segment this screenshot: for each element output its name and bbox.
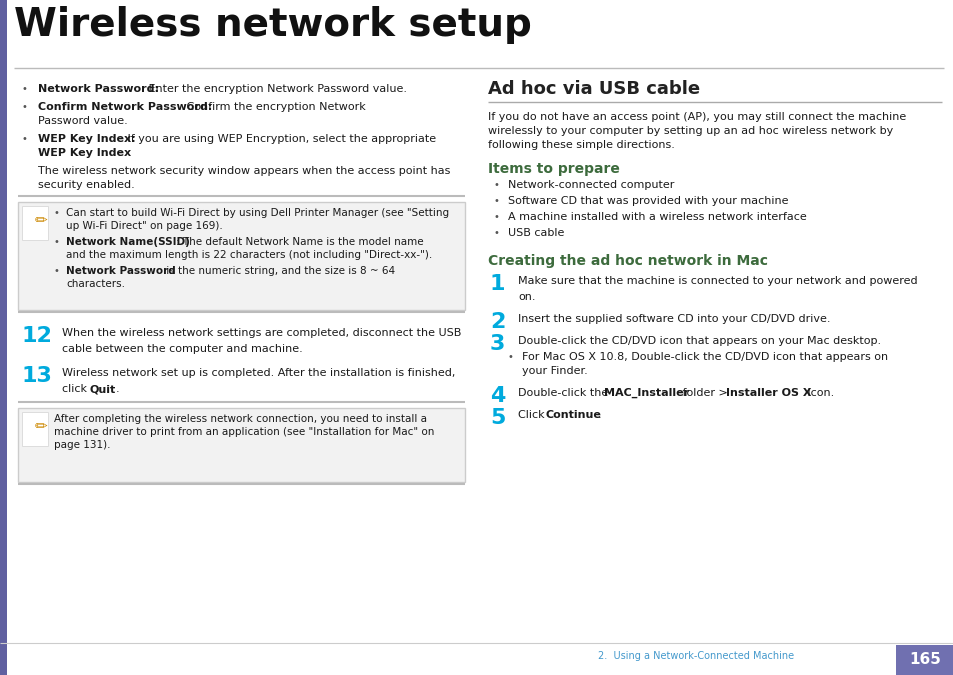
Text: •: • <box>54 266 60 276</box>
Text: 3: 3 <box>490 334 505 354</box>
Text: 4: 4 <box>490 386 505 406</box>
Text: ✏: ✏ <box>35 213 48 228</box>
Text: Network Password: Network Password <box>66 266 175 276</box>
Text: Confirm the encryption Network: Confirm the encryption Network <box>183 102 365 112</box>
Text: Wireless network setup: Wireless network setup <box>14 6 532 44</box>
Text: Quit: Quit <box>90 384 116 394</box>
Text: Software CD that was provided with your machine: Software CD that was provided with your … <box>507 196 788 206</box>
Text: 12: 12 <box>22 326 52 346</box>
Text: 13: 13 <box>22 366 52 386</box>
Text: security enabled.: security enabled. <box>38 180 134 190</box>
Text: Insert the supplied software CD into your CD/DVD drive.: Insert the supplied software CD into you… <box>517 314 830 324</box>
Text: wirelessly to your computer by setting up an ad hoc wireless network by: wirelessly to your computer by setting u… <box>488 126 892 136</box>
Bar <box>18 408 464 482</box>
Bar <box>22 412 48 446</box>
Text: •: • <box>54 237 60 247</box>
Text: Ad hoc via USB cable: Ad hoc via USB cable <box>488 80 700 98</box>
Text: up Wi-Fi Direct" on page 169).: up Wi-Fi Direct" on page 169). <box>66 221 222 231</box>
Text: •: • <box>494 196 499 206</box>
Text: The wireless network security window appears when the access point has: The wireless network security window app… <box>38 166 450 176</box>
Text: Can start to build Wi-Fi Direct by using Dell Printer Manager (see "Setting: Can start to build Wi-Fi Direct by using… <box>66 208 449 218</box>
Text: Network Password:: Network Password: <box>38 84 159 94</box>
Text: Network-connected computer: Network-connected computer <box>507 180 674 190</box>
Text: your Finder.: your Finder. <box>521 366 587 376</box>
Text: •: • <box>507 352 514 362</box>
Text: After completing the wireless network connection, you need to install a: After completing the wireless network co… <box>54 414 427 424</box>
Text: If you are using WEP Encryption, select the appropriate: If you are using WEP Encryption, select … <box>124 134 436 144</box>
Text: WEP Key Index:: WEP Key Index: <box>38 134 135 144</box>
Bar <box>895 645 953 675</box>
Text: When the wireless network settings are completed, disconnect the USB: When the wireless network settings are c… <box>62 328 461 338</box>
Text: For Mac OS X 10.8, Double-click the CD/DVD icon that appears on: For Mac OS X 10.8, Double-click the CD/D… <box>521 352 887 362</box>
Text: : The default Network Name is the model name: : The default Network Name is the model … <box>175 237 423 247</box>
Text: MAC_Installer: MAC_Installer <box>603 388 688 398</box>
Text: and the maximum length is 22 characters (not including "Direct-xx-").: and the maximum length is 22 characters … <box>66 250 432 260</box>
Text: Enter the encryption Network Password value.: Enter the encryption Network Password va… <box>145 84 407 94</box>
Text: cable between the computer and machine.: cable between the computer and machine. <box>62 344 302 354</box>
Text: characters.: characters. <box>66 279 125 289</box>
Text: 165: 165 <box>908 653 940 668</box>
Text: machine driver to print from an application (see "Installation for Mac" on: machine driver to print from an applicat… <box>54 427 434 437</box>
Text: 2.  Using a Network-Connected Machine: 2. Using a Network-Connected Machine <box>598 651 793 661</box>
Text: Items to prepare: Items to prepare <box>488 162 619 176</box>
Text: ✏: ✏ <box>35 419 48 434</box>
Text: •: • <box>494 228 499 238</box>
Text: .: . <box>118 148 121 158</box>
Text: 2: 2 <box>490 312 505 332</box>
Text: click: click <box>62 384 91 394</box>
Text: Double-click the: Double-click the <box>517 388 611 398</box>
Text: is the numeric string, and the size is 8 ~ 64: is the numeric string, and the size is 8… <box>163 266 395 276</box>
Text: •: • <box>22 102 28 112</box>
Text: Wireless network set up is completed. After the installation is finished,: Wireless network set up is completed. Af… <box>62 368 455 378</box>
Text: Password value.: Password value. <box>38 116 128 126</box>
Bar <box>22 206 48 240</box>
Text: •: • <box>22 84 28 94</box>
Text: Click: Click <box>517 410 548 420</box>
Text: Network Name(SSID): Network Name(SSID) <box>66 237 190 247</box>
Text: If you do not have an access point (AP), you may still connect the machine: If you do not have an access point (AP),… <box>488 112 905 122</box>
Text: .: . <box>116 384 119 394</box>
Text: Make sure that the machine is connected to your network and powered: Make sure that the machine is connected … <box>517 276 917 286</box>
Text: Confirm Network Password:: Confirm Network Password: <box>38 102 212 112</box>
Text: 1: 1 <box>490 274 505 294</box>
Text: WEP Key Index: WEP Key Index <box>38 148 131 158</box>
Text: Creating the ad hoc network in Mac: Creating the ad hoc network in Mac <box>488 254 767 268</box>
Text: •: • <box>494 212 499 222</box>
Text: A machine installed with a wireless network interface: A machine installed with a wireless netw… <box>507 212 806 222</box>
Text: following these simple directions.: following these simple directions. <box>488 140 674 150</box>
Text: •: • <box>22 134 28 144</box>
Text: Continue: Continue <box>545 410 601 420</box>
Bar <box>0 0 7 675</box>
Text: 5: 5 <box>490 408 505 428</box>
Text: on.: on. <box>517 292 535 302</box>
Text: icon.: icon. <box>803 388 833 398</box>
Text: folder >: folder > <box>679 388 731 398</box>
Text: •: • <box>494 180 499 190</box>
Text: page 131).: page 131). <box>54 440 111 450</box>
Text: .: . <box>598 410 601 420</box>
Bar <box>18 202 464 310</box>
Text: Double-click the CD/DVD icon that appears on your Mac desktop.: Double-click the CD/DVD icon that appear… <box>517 336 881 346</box>
Text: •: • <box>54 208 60 218</box>
Text: Installer OS X: Installer OS X <box>725 388 811 398</box>
Text: USB cable: USB cable <box>507 228 564 238</box>
